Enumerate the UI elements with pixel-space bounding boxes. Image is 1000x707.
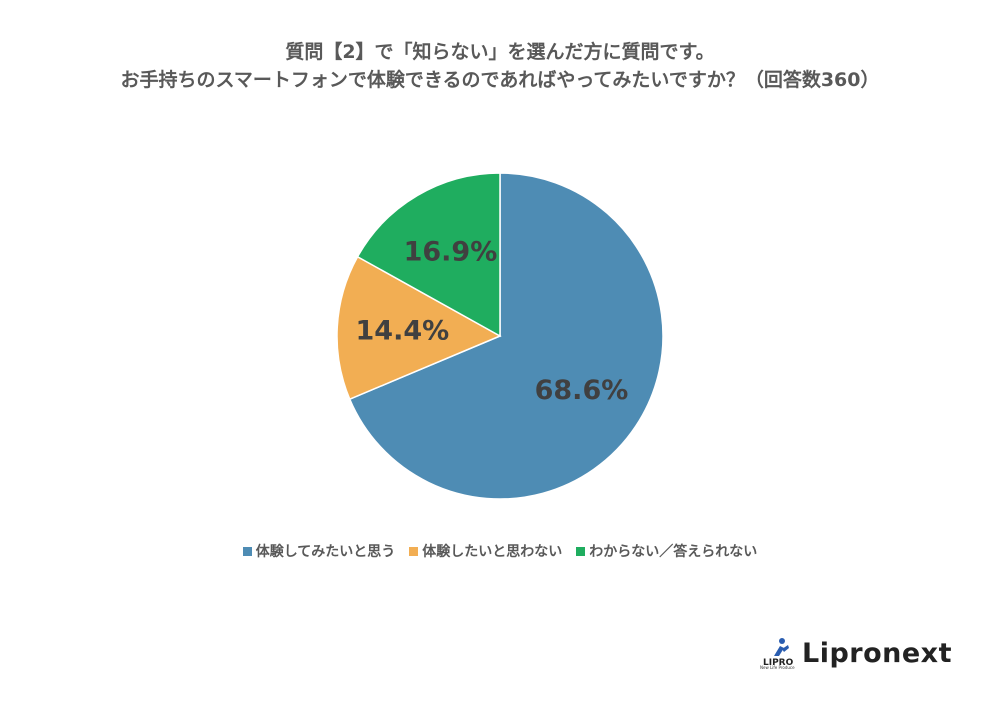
chart-title-line-1: 質問【2】で「知らない」を選んだ方に質問です。 [285, 41, 715, 63]
pie-slice-dont-know [356, 172, 501, 338]
legend-label: 体験してみたいと思う [255, 544, 396, 560]
legend-swatch [576, 546, 586, 556]
brand-name: Lipronext [802, 638, 953, 669]
legend-swatch [409, 546, 419, 556]
chart-title-line-2: お手持ちのスマートフォンで体験できるのであればやってみたいですか？（回答数360… [120, 69, 880, 91]
legend-label: 体験したいと思わない [422, 544, 563, 560]
chart-title: 質問【2】で「知らない」を選んだ方に質問です。 お手持ちのスマートフォンで体験で… [0, 38, 1000, 94]
legend-label: わからない／答えられない [589, 544, 758, 560]
legend-swatch [242, 546, 252, 556]
pie-data-label-experience-no: 14.4% [356, 316, 450, 347]
svg-text:LIPRO: LIPRO [763, 658, 794, 668]
pie-slice-experience-no [336, 255, 502, 401]
brand-logo: LIPRO New Life Produce Lipronext [760, 636, 960, 676]
chart-legend: 体験してみたいと思う 体験したいと思わない わからない／答えられない [0, 541, 1000, 561]
lipro-logo-icon: LIPRO [763, 638, 794, 668]
pie-data-label-dont-know: 16.9% [404, 237, 498, 268]
legend-item-experience-yes: 体験してみたいと思う [242, 541, 396, 561]
legend-item-dont-know: わからない／答えられない [576, 541, 757, 561]
pie-slice-experience-yes [348, 172, 664, 500]
brand-tagline: New Life Produce [760, 665, 795, 670]
legend-item-experience-no: 体験したいと思わない [409, 541, 562, 561]
pie-data-label-experience-yes: 68.6% [535, 375, 629, 406]
